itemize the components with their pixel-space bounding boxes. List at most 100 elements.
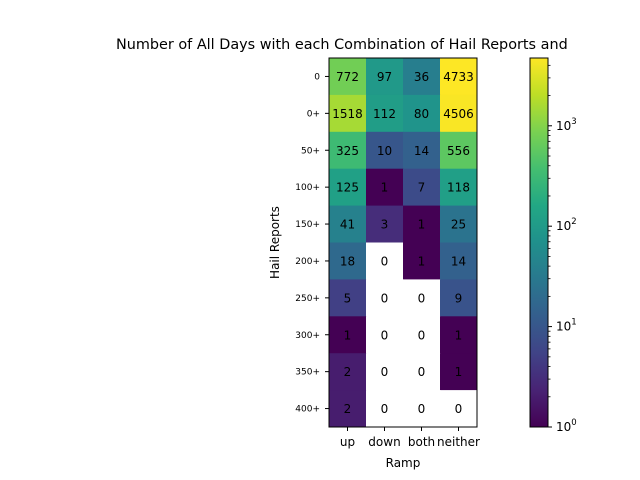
cell-value-label: 0 [418,365,426,379]
x-tick-label: neither [437,435,480,449]
cell-value-label: 7 [418,181,426,195]
heatmap-cell [403,168,441,207]
cell-value-label: 1 [455,365,463,379]
heatmap-cell [440,94,478,133]
cell-value-label: 0 [381,328,389,342]
x-tick-label: both [408,435,435,449]
x-axis-label: Ramp [386,456,421,470]
y-tick-label: 0 [314,72,320,82]
heatmap-cell [329,316,367,354]
cell-value-label: 1 [418,218,426,232]
heatmap-cell [366,94,404,133]
heatmap-cell [440,205,478,243]
x-tick-label: up [340,435,355,449]
heatmap-cell [403,131,441,170]
colorbar-tick-label: 101 [556,318,577,334]
cell-value-label: 3 [381,218,389,232]
heatmap-cell [440,168,478,207]
heatmap-cell [329,390,367,428]
heatmap-cell [366,168,404,207]
cell-value-label: 0 [381,365,389,379]
cell-value-label: 0 [418,328,426,342]
y-tick-label: 200+ [295,257,320,267]
heatmap-cell [329,279,367,317]
colorbar-tick-label: 102 [556,217,577,233]
cell-value-label: 10 [377,144,392,158]
x-axis-ticks: up down both neither [340,427,480,449]
cell-value-label: 9 [455,291,463,305]
heatmap-cell [403,205,441,243]
heatmap-cell [403,279,441,317]
cell-value-label: 0 [418,291,426,305]
cell-value-label: 80 [414,107,429,121]
cell-value-label: 772 [336,70,359,84]
heatmap-cell [440,58,478,96]
cell-value-label: 0 [381,402,389,416]
cell-value-label: 36 [414,70,429,84]
cell-value-label: 1 [381,181,389,195]
heatmap-cell [329,353,367,391]
cell-value-label: 97 [377,70,392,84]
chart-title: Number of All Days with each Combination… [116,37,568,53]
cell-value-label: 25 [451,218,466,232]
heatmap-cell [366,205,404,243]
heatmap-cell [403,94,441,133]
cell-value-label: 18 [340,254,355,268]
cell-value-label: 112 [373,107,396,121]
heatmap-cell [329,242,367,280]
heatmap-cell [403,58,441,96]
y-tick-label: 0+ [307,109,320,119]
cell-value-label: 41 [340,218,355,232]
heatmap-cell [329,58,367,96]
cell-value-label: 325 [336,144,359,158]
cell-value-label: 1 [455,328,463,342]
cell-value-label: 4506 [443,107,474,121]
cell-value-label: 2 [344,402,352,416]
cell-value-label: 118 [447,181,470,195]
heatmap-cell [366,353,404,391]
cell-value-label: 2 [344,365,352,379]
heatmap-cell [403,353,441,391]
heatmap-cell [403,390,441,428]
cell-value-label: 125 [336,181,359,195]
heatmap-cell [440,353,478,391]
heatmap-cell [329,131,367,170]
colorbar [529,57,549,428]
cell-value-label: 0 [381,291,389,305]
heatmap-cell [440,242,478,280]
cell-value-label: 0 [455,402,463,416]
heatmap-cell [366,279,404,317]
x-tick-label: down [368,435,400,449]
heatmap-cell [366,131,404,170]
heatmap-cell [329,94,367,133]
cell-value-label: 5 [344,291,352,305]
cell-value-label: 14 [414,144,429,158]
y-tick-label: 150+ [295,220,320,230]
y-tick-label: 300+ [295,331,320,341]
heatmap-cell [440,316,478,354]
heatmap-cell [366,316,404,354]
heatmap-cell [440,131,478,170]
y-tick-label: 400+ [295,405,320,415]
cell-value-label: 1518 [332,107,363,121]
heatmap-cell [329,205,367,243]
heatmap-cells [329,58,478,428]
heatmap-cell [329,168,367,207]
colorbar-tick-label: 103 [556,117,577,133]
heatmap-cell [366,390,404,428]
heatmap-cell [403,242,441,280]
y-axis-ticks: 0 0+ 50+ 100+ 150+ 200+ 250+ 300+ 350+ 400+ [295,72,329,415]
cell-value-label: 0 [418,402,426,416]
y-tick-label: 100+ [295,183,320,193]
heatmap-cell [366,58,404,96]
y-axis-label: Hail Reports [268,206,282,279]
cell-value-label: 4733 [443,70,474,84]
cell-value-label: 14 [451,254,466,268]
cell-value-label: 1 [418,254,426,268]
y-tick-label: 350+ [295,368,320,378]
heatmap-cell [440,279,478,317]
cell-value-label: 556 [447,144,470,158]
cell-value-label: 1 [344,328,352,342]
plot-frame [328,57,478,428]
y-tick-label: 50+ [301,146,320,156]
